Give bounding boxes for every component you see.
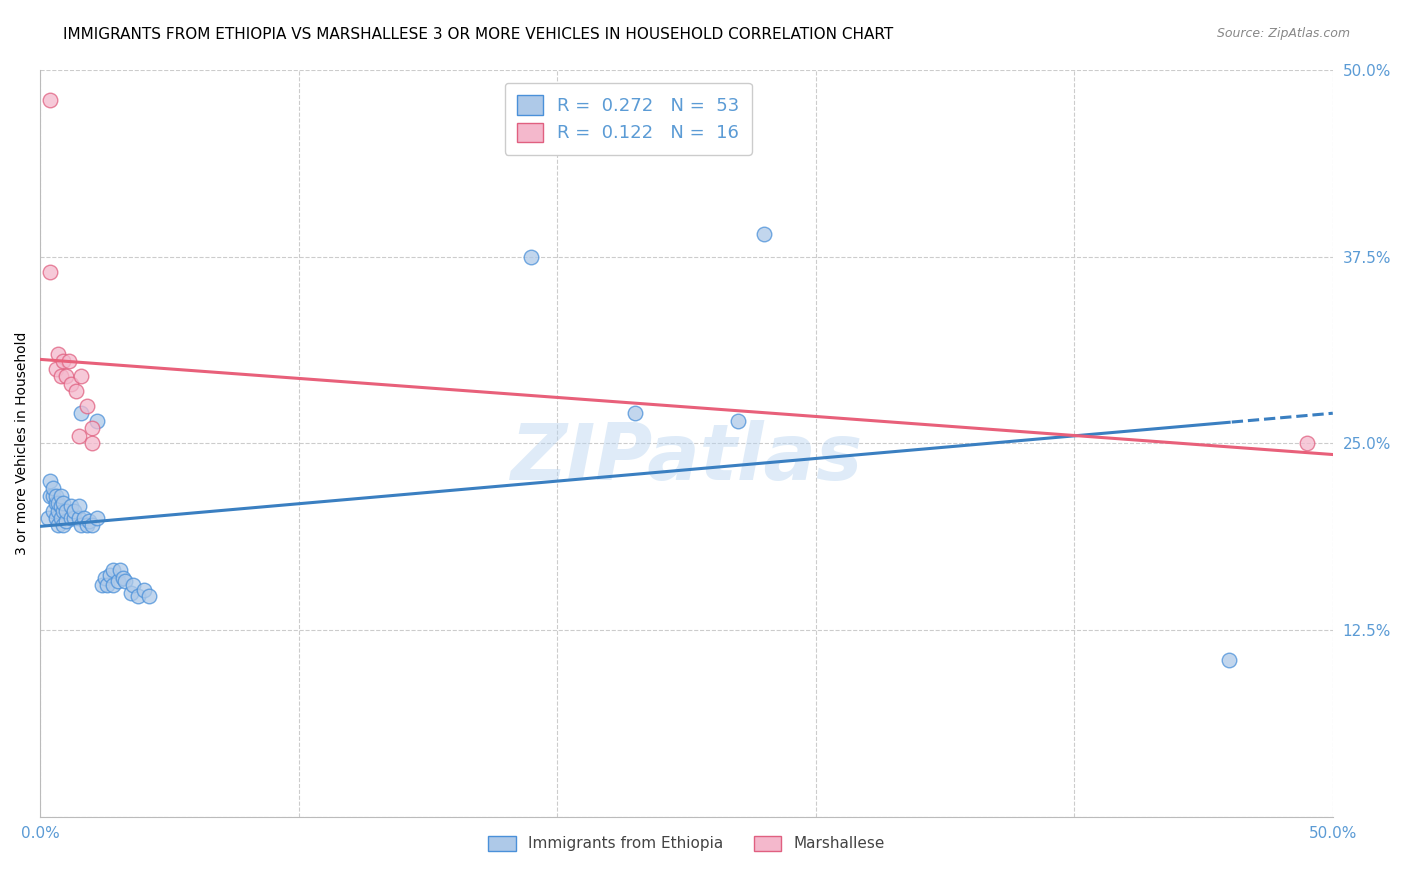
Point bbox=[42, 503, 65, 517]
Legend: R =  0.272   N =  53, R =  0.122   N =  16: R = 0.272 N = 53, R = 0.122 N = 16 bbox=[505, 83, 752, 155]
Text: IMMIGRANTS FROM ETHIOPIA VS MARSHALLESE 3 OR MORE VEHICLES IN HOUSEHOLD CORRELAT: IMMIGRANTS FROM ETHIOPIA VS MARSHALLESE … bbox=[63, 27, 894, 42]
Point bbox=[52, 503, 75, 517]
Point bbox=[60, 376, 83, 391]
Point bbox=[39, 93, 62, 107]
Point bbox=[132, 582, 155, 597]
Point bbox=[114, 574, 136, 588]
Point bbox=[86, 414, 108, 428]
Point bbox=[70, 407, 93, 421]
Point bbox=[65, 384, 87, 398]
Point bbox=[77, 514, 100, 528]
Point bbox=[45, 496, 67, 510]
Point bbox=[98, 567, 121, 582]
Point bbox=[37, 511, 59, 525]
Point bbox=[127, 589, 149, 603]
Point bbox=[138, 589, 160, 603]
Point bbox=[49, 511, 72, 525]
Point bbox=[42, 489, 65, 503]
Point bbox=[76, 399, 98, 413]
Text: ZIPatlas: ZIPatlas bbox=[510, 420, 862, 496]
Point bbox=[73, 511, 96, 525]
Point bbox=[49, 499, 72, 513]
Point bbox=[120, 585, 142, 599]
Point bbox=[62, 511, 84, 525]
Text: Source: ZipAtlas.com: Source: ZipAtlas.com bbox=[1216, 27, 1350, 40]
Point bbox=[101, 563, 124, 577]
Point bbox=[752, 227, 775, 242]
Point bbox=[52, 496, 75, 510]
Point bbox=[101, 578, 124, 592]
Y-axis label: 3 or more Vehicles in Household: 3 or more Vehicles in Household bbox=[15, 332, 30, 555]
Point bbox=[42, 481, 65, 495]
Point bbox=[46, 518, 69, 533]
Point bbox=[55, 369, 77, 384]
Point bbox=[111, 571, 134, 585]
Point bbox=[93, 571, 115, 585]
Point bbox=[55, 514, 77, 528]
Point bbox=[727, 414, 749, 428]
Point bbox=[70, 369, 93, 384]
Point bbox=[62, 503, 84, 517]
Point bbox=[45, 489, 67, 503]
Point bbox=[520, 250, 543, 264]
Point bbox=[46, 496, 69, 510]
Point bbox=[80, 421, 103, 435]
Point bbox=[70, 518, 93, 533]
Point bbox=[39, 489, 62, 503]
Point bbox=[122, 578, 145, 592]
Point bbox=[86, 511, 108, 525]
Point bbox=[58, 354, 80, 368]
Point bbox=[96, 578, 118, 592]
Point bbox=[45, 361, 67, 376]
Point bbox=[60, 511, 83, 525]
Point bbox=[76, 518, 98, 533]
Point bbox=[45, 511, 67, 525]
Point bbox=[110, 563, 132, 577]
Point bbox=[91, 578, 114, 592]
Point bbox=[80, 436, 103, 450]
Point bbox=[55, 503, 77, 517]
Point bbox=[67, 499, 90, 513]
Point bbox=[60, 499, 83, 513]
Point bbox=[49, 489, 72, 503]
Point bbox=[623, 407, 645, 421]
Point bbox=[52, 354, 75, 368]
Point bbox=[46, 347, 69, 361]
Point bbox=[1218, 653, 1240, 667]
Point bbox=[49, 369, 72, 384]
Point bbox=[39, 474, 62, 488]
Point bbox=[80, 518, 103, 533]
Point bbox=[107, 574, 129, 588]
Point bbox=[67, 429, 90, 443]
Point bbox=[67, 511, 90, 525]
Point bbox=[1296, 436, 1319, 450]
Point bbox=[52, 518, 75, 533]
Point bbox=[46, 503, 69, 517]
Point bbox=[39, 265, 62, 279]
